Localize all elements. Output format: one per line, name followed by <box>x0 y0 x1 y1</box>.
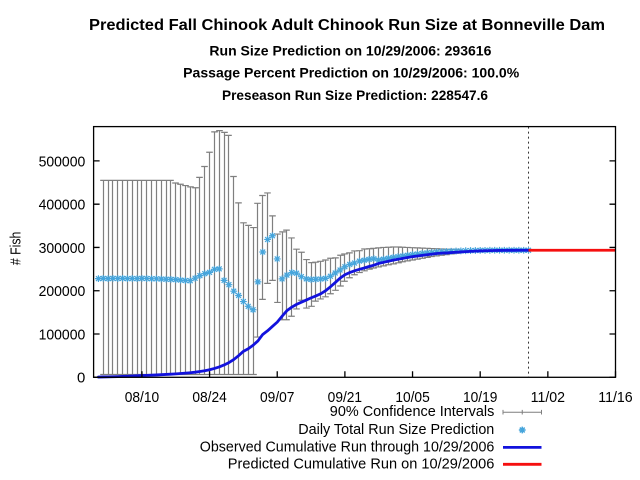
svg-text:09/21: 09/21 <box>328 390 362 406</box>
svg-text:10/05: 10/05 <box>395 390 429 406</box>
svg-text:08/24: 08/24 <box>192 390 226 406</box>
svg-text:400000: 400000 <box>39 198 86 214</box>
svg-text:200000: 200000 <box>39 284 86 300</box>
svg-text:10/19: 10/19 <box>463 390 497 406</box>
svg-text:0: 0 <box>77 371 85 387</box>
svg-text:08/10: 08/10 <box>125 390 159 406</box>
svg-text:Daily Total Run Size Predictio: Daily Total Run Size Prediction <box>298 422 494 438</box>
svg-text:# Fish: # Fish <box>8 232 24 266</box>
svg-text:Observed Cumulative Run throug: Observed Cumulative Run through 10/29/20… <box>200 439 495 455</box>
svg-text:11/16: 11/16 <box>598 390 632 406</box>
svg-text:300000: 300000 <box>39 241 86 257</box>
svg-text:500000: 500000 <box>39 154 86 170</box>
svg-text:Preseason Run Size Prediction:: Preseason Run Size Prediction: 228547.6 <box>222 87 488 103</box>
svg-text:Predicted Cumulative Run on 10: Predicted Cumulative Run on 10/29/2006 <box>228 456 495 472</box>
svg-text:11/02: 11/02 <box>531 390 565 406</box>
svg-text:100000: 100000 <box>39 327 86 343</box>
svg-text:Predicted Fall Chinook Adult C: Predicted Fall Chinook Adult Chinook Run… <box>89 17 605 34</box>
svg-text:Passage Percent Prediction on: Passage Percent Prediction on 10/29/2006… <box>183 64 520 80</box>
svg-text:90% Confidence Intervals: 90% Confidence Intervals <box>330 404 495 420</box>
svg-text:Run Size Prediction on 10/29/2: Run Size Prediction on 10/29/2006: 29361… <box>209 42 491 58</box>
svg-text:09/07: 09/07 <box>260 390 294 406</box>
